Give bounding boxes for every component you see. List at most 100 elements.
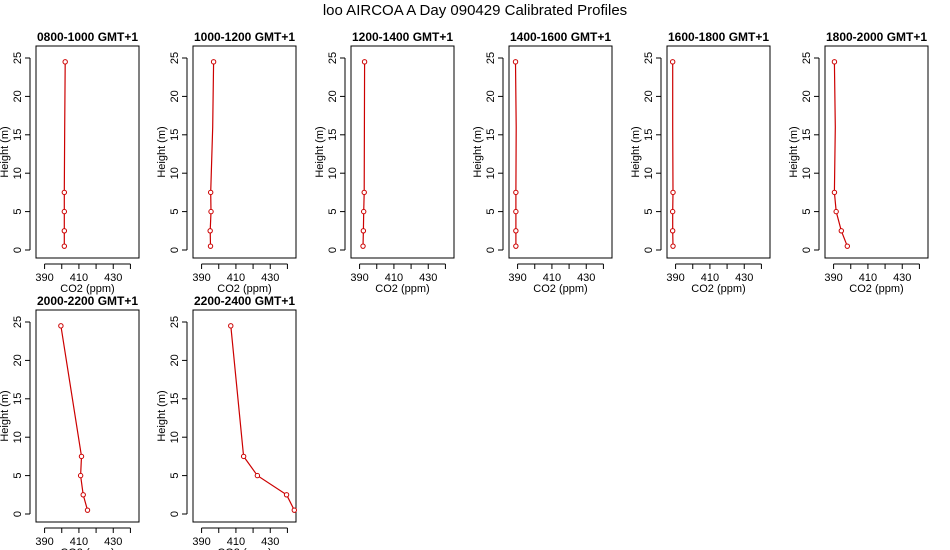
- y-tick-label: 20: [643, 90, 655, 102]
- y-tick-label: 20: [801, 90, 813, 102]
- y-tick-label: 5: [12, 209, 24, 215]
- data-point: [61, 243, 68, 249]
- series-line: [833, 61, 848, 247]
- y-axis-label: Height (m): [314, 126, 326, 177]
- y-tick-label: 5: [485, 209, 497, 215]
- chart-title: 1000-1200 GMT+1: [194, 30, 295, 44]
- y-axis-label: Height (m): [788, 126, 800, 177]
- y-tick-label: 0: [485, 247, 497, 253]
- y-tick-label: 0: [643, 247, 655, 253]
- data-point: [831, 189, 838, 196]
- x-tick-label: 430: [261, 272, 279, 284]
- y-tick-label: 15: [327, 129, 339, 141]
- plot-frame: [350, 45, 455, 259]
- y-tick-label: 0: [801, 247, 813, 253]
- data-point: [838, 228, 845, 234]
- y-tick-label: 15: [169, 393, 181, 405]
- data-point: [283, 492, 290, 498]
- data-point: [80, 492, 86, 498]
- data-point: [361, 59, 368, 65]
- y-tick-label: 10: [12, 167, 24, 179]
- data-point: [291, 507, 297, 513]
- data-point: [208, 208, 214, 215]
- data-point: [669, 59, 676, 65]
- x-tick-label: 430: [577, 272, 595, 284]
- data-point: [207, 228, 213, 234]
- data-point: [513, 208, 519, 215]
- data-point: [669, 208, 676, 215]
- data-point: [61, 208, 68, 215]
- y-tick-label: 5: [801, 209, 813, 215]
- data-point: [240, 453, 247, 460]
- x-tick-label: 390: [192, 536, 210, 548]
- x-tick-label: 390: [350, 272, 368, 284]
- y-tick-label: 20: [327, 90, 339, 102]
- x-axis-label: CO2 (ppm): [375, 283, 429, 295]
- data-point: [833, 208, 839, 215]
- y-tick-label: 20: [169, 90, 181, 102]
- y-tick-label: 20: [485, 90, 497, 102]
- y-tick-label: 5: [327, 209, 339, 215]
- y-tick-label: 25: [485, 52, 497, 64]
- data-point: [361, 189, 367, 196]
- data-point: [210, 59, 217, 65]
- y-tick-label: 0: [169, 247, 181, 253]
- y-tick-label: 0: [12, 247, 24, 253]
- y-tick-label: 5: [169, 473, 181, 479]
- x-tick-label: 410: [859, 272, 877, 284]
- series-line: [362, 61, 366, 247]
- plot-frame: [508, 45, 613, 259]
- y-tick-label: 25: [12, 52, 24, 64]
- series-line: [514, 61, 517, 247]
- data-point: [360, 243, 366, 249]
- y-tick-label: 5: [643, 209, 655, 215]
- x-tick-label: 390: [35, 536, 53, 548]
- x-axis-label: CO2 (ppm): [217, 547, 271, 550]
- y-tick-label: 25: [327, 52, 339, 64]
- x-axis-label: CO2 (ppm): [60, 283, 114, 295]
- y-tick-label: 15: [12, 393, 24, 405]
- data-point: [512, 59, 519, 65]
- data-point: [669, 228, 676, 234]
- x-tick-label: 390: [192, 272, 210, 284]
- x-tick-label: 410: [701, 272, 719, 284]
- y-tick-label: 10: [485, 167, 497, 179]
- series-line: [63, 61, 66, 247]
- chart-title: 1800-2000 GMT+1: [826, 30, 927, 44]
- chart-title: 0800-1000 GMT+1: [37, 30, 138, 44]
- chart-title: 1400-1600 GMT+1: [510, 30, 611, 44]
- y-tick-label: 15: [12, 129, 24, 141]
- y-tick-label: 10: [169, 431, 181, 443]
- data-point: [61, 189, 68, 196]
- data-point: [670, 189, 676, 196]
- y-tick-label: 0: [12, 511, 24, 517]
- y-tick-label: 15: [485, 129, 497, 141]
- y-tick-label: 0: [169, 511, 181, 517]
- y-tick-label: 0: [327, 247, 339, 253]
- x-tick-label: 430: [104, 272, 122, 284]
- y-tick-label: 15: [801, 129, 813, 141]
- y-tick-label: 10: [169, 167, 181, 179]
- data-point: [844, 243, 851, 249]
- chart-title: 1600-1800 GMT+1: [668, 30, 769, 44]
- data-point: [207, 243, 214, 249]
- plot-frame: [824, 45, 929, 259]
- data-point: [62, 59, 68, 65]
- x-tick-label: 390: [35, 272, 53, 284]
- data-point: [77, 472, 84, 479]
- y-tick-label: 25: [12, 316, 24, 328]
- x-axis-label: CO2 (ppm): [691, 283, 745, 295]
- plot-frame: [35, 45, 140, 259]
- chart-title: 2200-2400 GMT+1: [194, 294, 295, 308]
- data-point: [670, 243, 676, 249]
- y-tick-label: 25: [169, 52, 181, 64]
- y-axis-label: Height (m): [472, 126, 484, 177]
- y-axis-label: Height (m): [156, 126, 168, 177]
- y-tick-label: 10: [327, 167, 339, 179]
- y-tick-label: 10: [12, 431, 24, 443]
